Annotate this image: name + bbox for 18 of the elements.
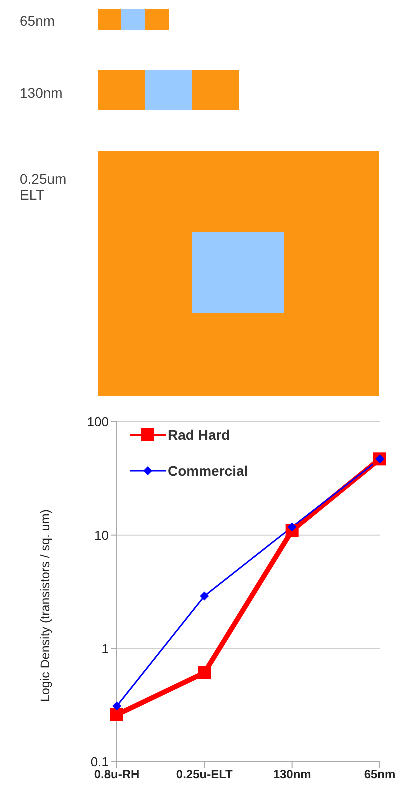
point (198, 666, 212, 680)
y-tick-label: 0.1 (90, 754, 109, 770)
x-tick-label: 130nm (273, 768, 312, 782)
y-tick-label: 100 (87, 414, 109, 430)
point (200, 592, 210, 601)
x-tick-label: 65nm (364, 768, 396, 782)
y-tick-label: 1 (102, 641, 109, 656)
legend-label: Commercial (168, 463, 248, 479)
text: 65nm (20, 13, 56, 29)
x-tick-label: 0.8u-RH (94, 768, 140, 782)
text: 0.25um ELT (20, 171, 67, 203)
point (110, 708, 124, 722)
x-tick-label: 0.25u-ELT (176, 768, 234, 782)
text: 130nm (20, 85, 63, 101)
y-tick-label: 10 (94, 528, 109, 543)
point (112, 702, 122, 711)
y-axis-title: Logic Density (transistors / sq. um) (38, 510, 52, 702)
legend-label: Rad Hard (168, 427, 230, 443)
